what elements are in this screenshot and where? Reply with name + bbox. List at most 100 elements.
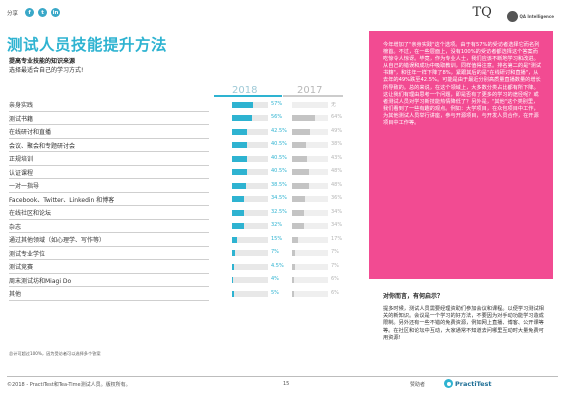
row-divider: [9, 205, 209, 206]
table-row: 认证课程 40.5% 48%: [9, 166, 349, 179]
table-row: 测试书籍 56% 64%: [9, 112, 349, 125]
qa-intelligence-text: QA Intelligence: [519, 13, 554, 19]
row-divider: [9, 164, 209, 166]
table-row: 亲身实践 57% 无: [9, 98, 349, 112]
value-2018: 34.5%: [271, 195, 287, 201]
bar-2018: [232, 250, 235, 256]
row-divider: [9, 299, 209, 301]
bar-track-2018: [232, 115, 268, 121]
practitest-logo: PractiTest: [444, 379, 492, 388]
value-2017: 34%: [331, 222, 343, 228]
bar-track-2017: [292, 142, 328, 148]
globe-icon: [506, 10, 518, 22]
row-label: 认证课程: [9, 169, 34, 177]
value-2018: 7%: [271, 249, 279, 255]
bar-track-2017: [292, 115, 328, 121]
bar-2017: [292, 209, 305, 216]
bar-track-2017: [292, 169, 328, 175]
bar-2017: [292, 290, 295, 297]
footer-divider: [7, 376, 558, 377]
bar-2018: [232, 290, 234, 297]
row-label: 杂志: [9, 223, 22, 231]
row-label: 测试竞赛: [9, 264, 34, 271]
row-divider: [9, 124, 209, 125]
row-label: 亲身实践: [9, 102, 34, 109]
row-divider: [9, 191, 209, 193]
bar-track-2018: [232, 196, 268, 202]
value-2018: 40.5%: [271, 168, 287, 174]
bar-2017: [292, 169, 310, 175]
value-2017: 6%: [331, 289, 339, 296]
value-2018: 4.5%: [271, 262, 284, 269]
row-label: 测试专业学位: [9, 250, 46, 258]
row-divider: [9, 232, 209, 233]
row-divider: [9, 259, 209, 260]
year-2018-underline: [214, 95, 282, 97]
row-divider: [9, 151, 209, 152]
share-bar: 分享 f t in: [7, 8, 61, 17]
value-2017: 48%: [331, 181, 343, 188]
value-2017: 无: [331, 101, 337, 108]
bar-2018: [232, 182, 246, 189]
bar-2018: [232, 169, 247, 175]
bar-2017: [292, 277, 295, 283]
bar-2018: [232, 196, 245, 202]
bar-track-2018: [232, 250, 268, 256]
bar-track-2017: [292, 263, 328, 270]
table-row: 测试竞赛 4.5% 7%: [9, 260, 349, 274]
commentary-text: 今年增加了"亲身实践"这个选项。由于有57%的受访者选择它而名列榜首。不过，在一…: [383, 42, 542, 127]
value-2017: 36%: [331, 195, 343, 201]
bar-2018: [232, 277, 234, 283]
bar-track-2018: [232, 223, 268, 229]
bar-track-2017: [292, 196, 328, 202]
bar-track-2018: [232, 155, 268, 162]
bar-track-2018: [232, 169, 268, 175]
bar-track-2017: [292, 101, 328, 108]
takeaway-title: 对你而言，有何启示？: [383, 293, 444, 300]
row-label: 在线研讨和直播: [9, 129, 52, 136]
practitest-logo-text: PractiTest: [455, 379, 492, 388]
bar-2017: [292, 263, 295, 270]
row-divider: [9, 137, 209, 139]
bar-2017: [292, 250, 295, 256]
value-2017: 43%: [331, 154, 343, 161]
value-2018: 40.5%: [271, 141, 287, 147]
value-2017: 7%: [331, 249, 339, 255]
table-row: 其他 5% 6%: [9, 287, 349, 301]
linkedin-icon[interactable]: in: [51, 8, 61, 17]
row-divider: [9, 218, 209, 220]
bar-2018: [232, 142, 247, 148]
bar-track-2017: [292, 155, 328, 162]
row-divider: [9, 286, 209, 287]
section-subtitle-2: 选择最适合自己的学习方式!: [9, 67, 84, 74]
share-label: 分享: [7, 10, 19, 17]
value-2017: 38%: [331, 141, 343, 147]
takeaway-text: 提多时候，测试人员需要经理资助们参加会议和课程。以便学习测试相关的新知识。会议是…: [383, 306, 544, 341]
table-row: 周末测试坊和Miagi Do 4% 6%: [9, 274, 349, 287]
bar-2017: [292, 236, 299, 243]
row-label: 周末测试坊和Miagi Do: [9, 277, 72, 285]
bar-track-2017: [292, 250, 328, 256]
commentary-panel: [369, 31, 553, 279]
year-2017-heading: 2017: [297, 85, 323, 96]
table-row: 通过其他领域（如心理学、写作等） 15% 17%: [9, 233, 349, 247]
bar-2017: [292, 128, 310, 135]
bar-2017: [292, 223, 305, 229]
row-label: 在线社区和论坛: [9, 210, 52, 217]
value-2017: 49%: [331, 127, 343, 134]
value-2018: 15%: [271, 235, 283, 242]
bar-track-2018: [232, 236, 268, 243]
bar-track-2017: [292, 128, 328, 135]
bar-2017: [292, 182, 310, 189]
value-2018: 40.5%: [271, 154, 287, 161]
row-divider: [9, 245, 209, 247]
table-row: 会议、聚会和专题研讨会 40.5% 38%: [9, 139, 349, 152]
twitter-icon[interactable]: t: [38, 8, 48, 17]
value-2018: 42.5%: [271, 127, 287, 134]
bar-2018: [232, 115, 253, 121]
facebook-icon[interactable]: f: [25, 8, 35, 17]
bar-track-2018: [232, 142, 268, 148]
bar-track-2017: [292, 277, 328, 283]
row-label: 一对一指导: [9, 183, 40, 190]
sponsor-label: 赞助者: [410, 382, 426, 388]
